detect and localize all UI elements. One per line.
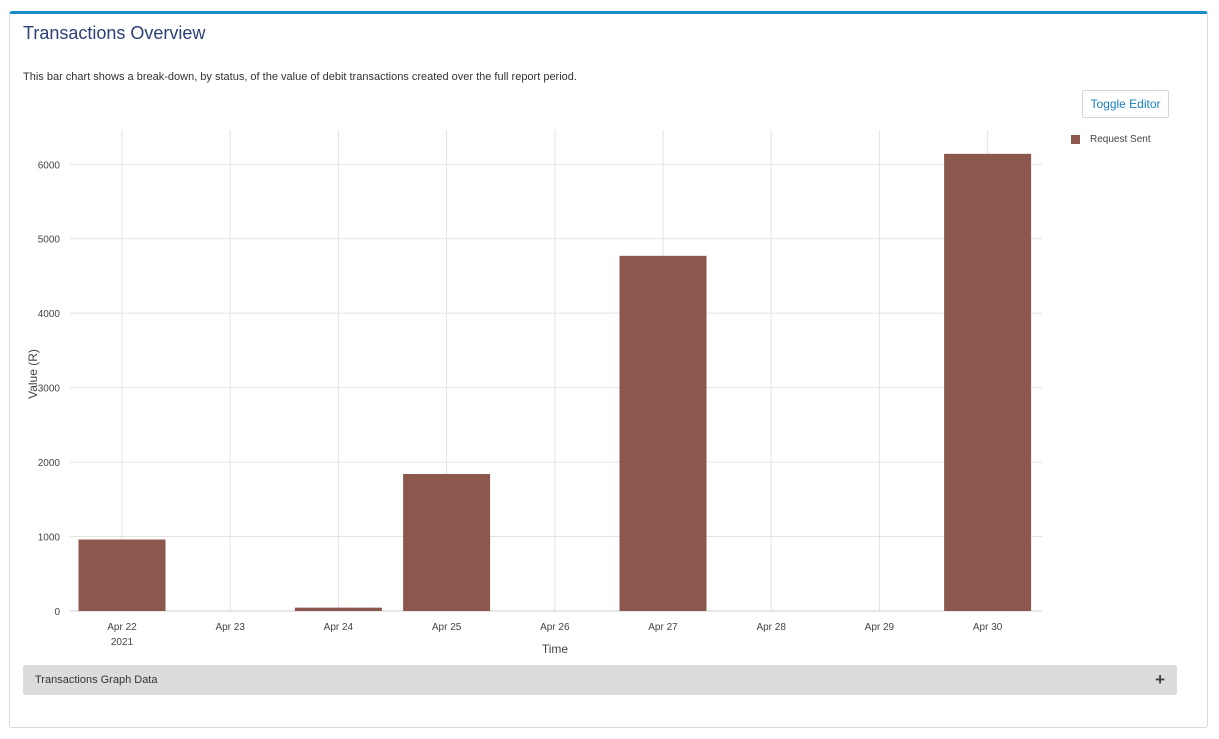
y-tick-label: 4000 <box>38 309 61 320</box>
x-tick-label: Apr 28 <box>756 622 786 633</box>
toggle-editor-button[interactable]: Toggle Editor <box>1082 90 1169 118</box>
chart-bars <box>78 153 1032 612</box>
x-tick-year-label: 2021 <box>111 637 134 648</box>
bar <box>403 473 491 611</box>
x-tick-label: Apr 27 <box>648 622 678 633</box>
graph-data-label: Transactions Graph Data <box>35 674 158 686</box>
x-tick-label: Apr 30 <box>973 622 1003 633</box>
bar <box>944 153 1032 611</box>
chart-description: This bar chart shows a break-down, by st… <box>23 71 577 83</box>
bar <box>294 607 382 611</box>
graph-data-accordion[interactable]: Transactions Graph Data + <box>23 665 1177 695</box>
y-tick-label: 1000 <box>38 533 61 544</box>
chart-legend[interactable]: Request Sent <box>1071 134 1151 145</box>
y-tick-label: 3000 <box>38 384 61 395</box>
y-tick-label: 6000 <box>38 160 61 171</box>
x-tick-label: Apr 22 <box>107 622 137 633</box>
legend-swatch <box>1071 135 1080 144</box>
plus-icon[interactable]: + <box>1155 670 1165 689</box>
x-tick-label: Apr 26 <box>540 622 570 633</box>
x-tick-label: Apr 24 <box>324 622 354 633</box>
page-title: Transactions Overview <box>23 23 206 43</box>
x-axis-ticks: Apr 22 Apr 23 Apr 24 Apr 25 Apr 26 Apr 27 Apr … <box>107 622 1003 648</box>
y-axis-label: Value (R) <box>26 349 40 399</box>
y-axis-ticks: 0 1000 2000 3000 4000 5000 6000 <box>38 160 61 618</box>
y-tick-label: 2000 <box>38 458 61 469</box>
y-tick-label: 5000 <box>38 235 61 246</box>
x-tick-label: Apr 29 <box>865 622 895 633</box>
y-tick-label: 0 <box>54 607 60 618</box>
x-axis-label: Time <box>542 642 569 656</box>
chart-grid <box>70 130 1042 612</box>
x-tick-label: Apr 25 <box>432 622 462 633</box>
bar <box>619 255 707 612</box>
legend-label: Request Sent <box>1090 134 1151 145</box>
bar <box>78 539 166 611</box>
x-tick-label: Apr 23 <box>215 622 245 633</box>
